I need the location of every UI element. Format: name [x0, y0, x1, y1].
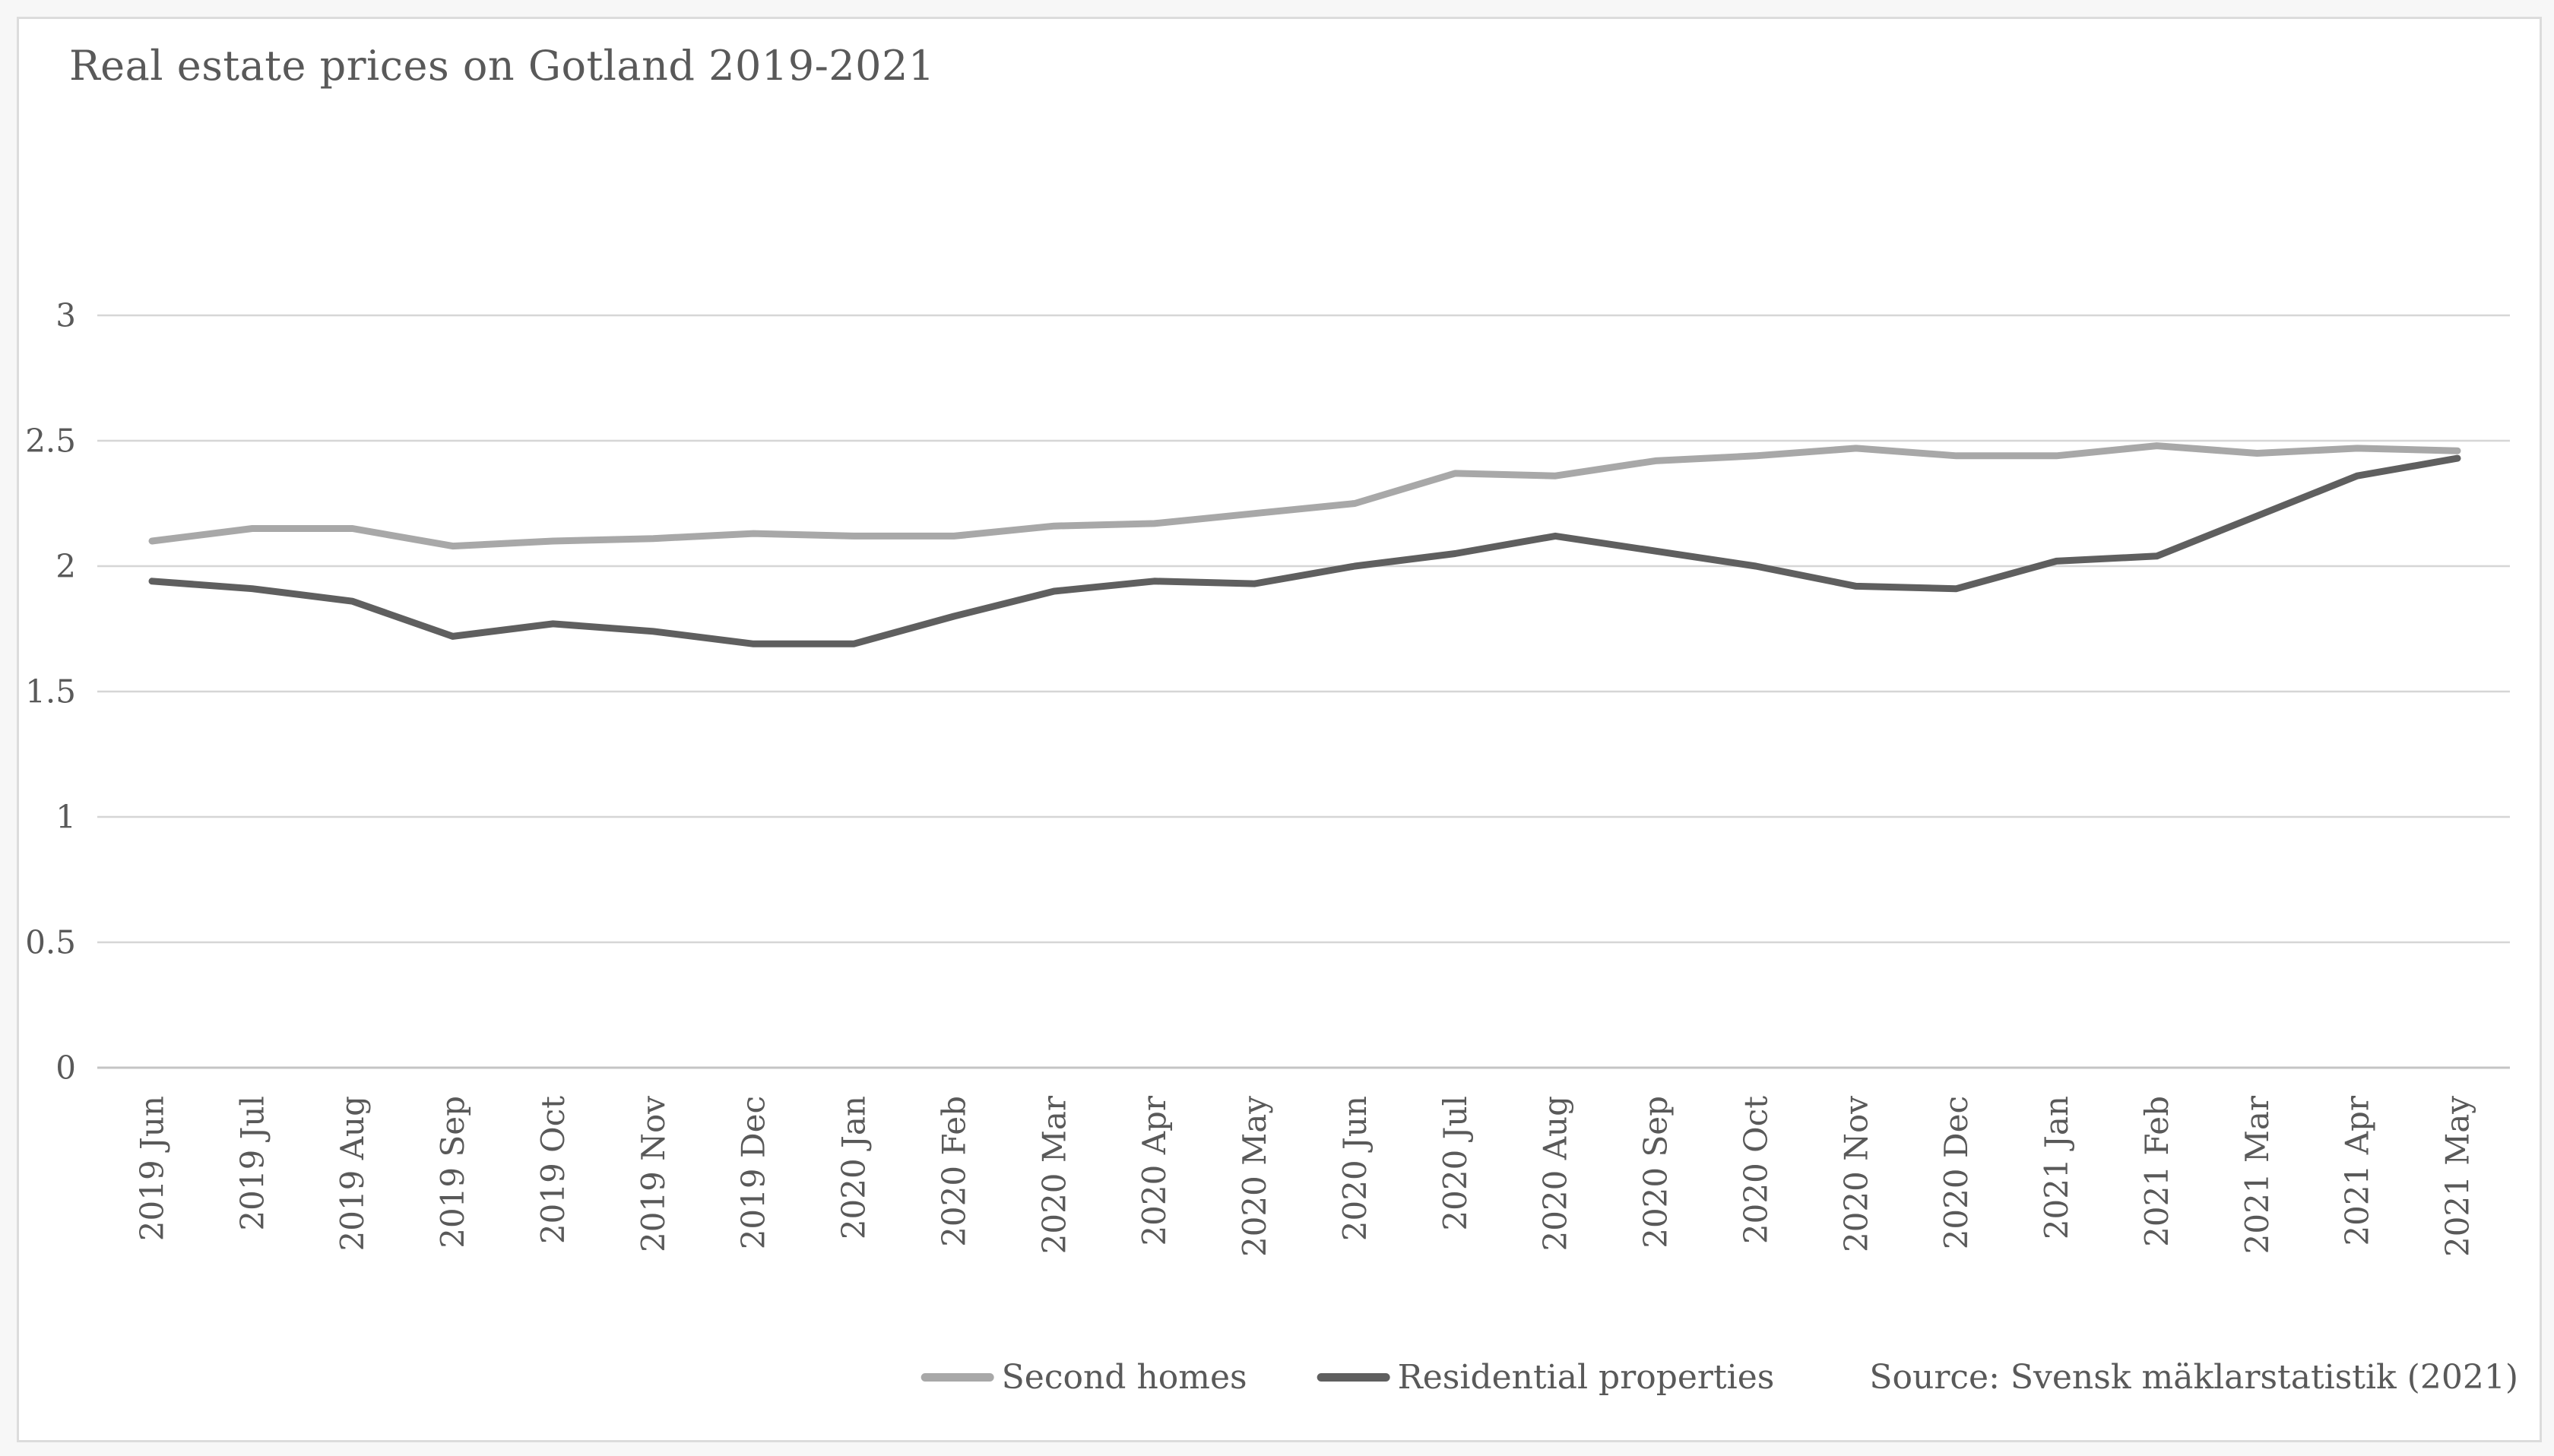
x-tick-label: 2020 Dec: [1938, 1096, 1975, 1249]
second-homes-line-swatch-icon: [921, 1373, 994, 1382]
x-tick-label: 2020 Aug: [1537, 1096, 1574, 1252]
y-tick-label: 1: [55, 799, 76, 836]
chart-legend: Second homes Residential properties: [921, 1358, 1775, 1397]
x-tick-label: 2019 Sep: [434, 1096, 471, 1249]
y-tick-label: 2.5: [25, 423, 76, 460]
x-tick-label: 2021 Apr: [2339, 1095, 2376, 1246]
x-tick-label: 2020 May: [1236, 1096, 1273, 1257]
x-tick-label: 2019 Aug: [334, 1096, 371, 1252]
series-line-residential-properties: [148, 454, 2461, 647]
x-tick-label: 2020 Feb: [935, 1096, 972, 1247]
legend-item-residential-properties: Residential properties: [1317, 1358, 1775, 1397]
x-tick-label: 2019 Jun: [134, 1096, 171, 1241]
y-tick-label: 0: [55, 1049, 76, 1087]
residential-properties-line-swatch-icon: [1317, 1373, 1390, 1382]
chart-frame: Real estate prices on Gotland 2019-2021 …: [17, 17, 2542, 1442]
x-tick-label: 2020 Mar: [1035, 1095, 1073, 1254]
x-tick-label: 2021 May: [2439, 1096, 2476, 1257]
legend-label-second-homes: Second homes: [1001, 1358, 1247, 1397]
x-tick-label: 2021 Mar: [2239, 1095, 2276, 1254]
x-tick-label: 2020 Sep: [1637, 1096, 1675, 1249]
x-tick-label: 2020 Oct: [1737, 1096, 1774, 1244]
x-tick-label: 2019 Jul: [233, 1096, 271, 1231]
y-tick-label: 2: [55, 548, 76, 585]
y-tick-label: 1.5: [25, 673, 76, 711]
x-tick-label: 2020 Jun: [1336, 1096, 1374, 1241]
legend-item-second-homes: Second homes: [921, 1358, 1247, 1397]
x-tick-label: 2021 Feb: [2138, 1096, 2175, 1247]
x-tick-label: 2020 Apr: [1136, 1095, 1173, 1246]
series-line-second-homes: [148, 442, 2461, 550]
x-tick-label: 2020 Nov: [1837, 1096, 1874, 1252]
legend-label-residential-properties: Residential properties: [1397, 1358, 1775, 1397]
x-tick-label: 2021 Jan: [2038, 1096, 2075, 1239]
x-tick-label: 2019 Nov: [635, 1096, 672, 1252]
x-tick-label: 2020 Jan: [835, 1096, 873, 1239]
y-tick-label: 3: [55, 297, 76, 334]
chart-svg: 0 0.5 1 1.5 2 2.5 3 2019 Jun 2019 Jul 2019 Aug 201…: [25, 297, 2510, 1257]
x-tick-label: 2019 Dec: [735, 1096, 772, 1249]
source-note: Source: Svensk mäklarstatistik (2021): [1869, 1358, 2518, 1397]
chart-title: Real estate prices on Gotland 2019-2021: [69, 42, 935, 90]
x-tick-label: 2019 Oct: [534, 1096, 572, 1244]
y-tick-label: 0.5: [25, 924, 76, 961]
x-tick-label: 2020 Jul: [1437, 1096, 1474, 1231]
